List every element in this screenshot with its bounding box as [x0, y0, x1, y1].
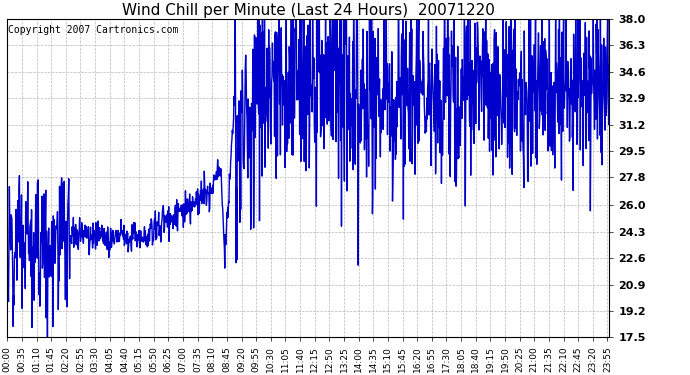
Text: Copyright 2007 Cartronics.com: Copyright 2007 Cartronics.com [8, 25, 179, 35]
Title: Wind Chill per Minute (Last 24 Hours)  20071220: Wind Chill per Minute (Last 24 Hours) 20… [122, 3, 495, 18]
